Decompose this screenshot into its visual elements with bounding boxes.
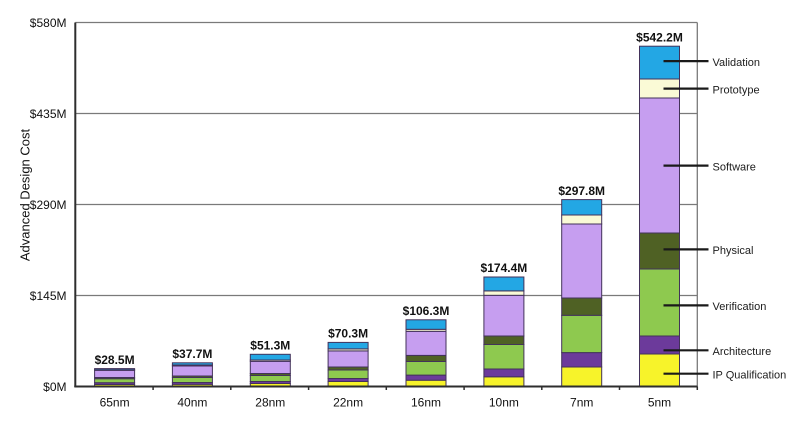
svg-text:Physical: Physical bbox=[713, 245, 754, 257]
svg-text:7nm: 7nm bbox=[570, 396, 593, 410]
svg-text:Software: Software bbox=[713, 161, 756, 173]
svg-text:$37.7M: $37.7M bbox=[172, 347, 212, 361]
svg-text:Verification: Verification bbox=[713, 301, 767, 313]
svg-text:IP Qualification: IP Qualification bbox=[713, 369, 787, 381]
svg-text:Prototype: Prototype bbox=[713, 84, 760, 96]
svg-text:$51.3M: $51.3M bbox=[250, 339, 290, 353]
svg-text:$106.3M: $106.3M bbox=[403, 304, 450, 318]
svg-text:$28.5M: $28.5M bbox=[95, 353, 135, 367]
svg-text:10nm: 10nm bbox=[489, 396, 519, 410]
svg-text:$580M: $580M bbox=[30, 16, 67, 30]
svg-text:Advanced Design Cost: Advanced Design Cost bbox=[18, 128, 33, 261]
svg-text:28nm: 28nm bbox=[255, 396, 285, 410]
svg-text:16nm: 16nm bbox=[411, 396, 441, 410]
svg-text:65nm: 65nm bbox=[100, 396, 130, 410]
svg-text:22nm: 22nm bbox=[333, 396, 363, 410]
svg-text:$174.4M: $174.4M bbox=[481, 261, 528, 275]
svg-text:$70.3M: $70.3M bbox=[328, 327, 368, 341]
svg-text:5nm: 5nm bbox=[648, 396, 671, 410]
svg-text:Architecture: Architecture bbox=[713, 346, 772, 358]
svg-text:$290M: $290M bbox=[30, 198, 67, 212]
svg-text:$145M: $145M bbox=[30, 289, 67, 303]
svg-text:Validation: Validation bbox=[713, 57, 761, 69]
svg-text:$297.8M: $297.8M bbox=[558, 184, 605, 198]
svg-text:$0M: $0M bbox=[43, 380, 66, 394]
svg-text:40nm: 40nm bbox=[177, 396, 207, 410]
svg-text:$542.2M: $542.2M bbox=[636, 30, 683, 44]
svg-text:$435M: $435M bbox=[30, 107, 67, 121]
